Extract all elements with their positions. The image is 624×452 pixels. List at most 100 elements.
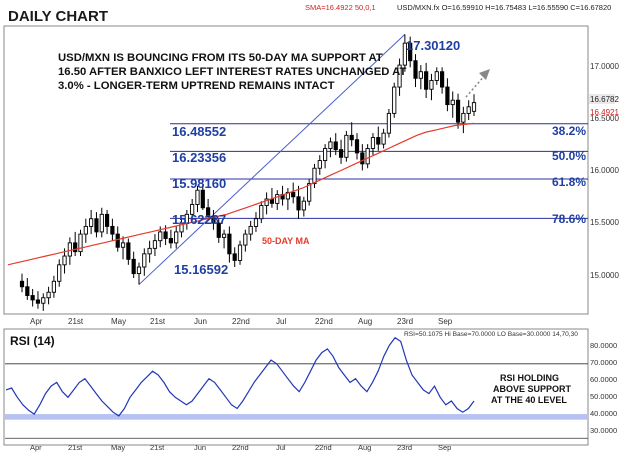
candle-down xyxy=(163,231,168,239)
candle-up xyxy=(434,71,439,81)
rsi-tick-70: 70.0000 xyxy=(590,358,617,367)
high-price-label: 17.30120 xyxy=(406,38,460,53)
rsi-tick-40: 40.0000 xyxy=(590,409,617,418)
candle-up xyxy=(471,102,477,112)
last-price-value: 16.6782 xyxy=(590,95,619,104)
rsi-x-label-sep: Sep xyxy=(438,443,451,452)
rsi-x-label-jul: Jul xyxy=(276,443,286,452)
rsi-tick-50: 50.0000 xyxy=(590,392,617,401)
sma-last-value: 16.4921 xyxy=(590,108,619,117)
candle-up xyxy=(285,191,290,200)
price-tick-155: 15.5000 xyxy=(590,218,619,227)
candle-down xyxy=(354,139,360,154)
candle-up xyxy=(301,200,306,211)
rsi-tick-30: 30.0000 xyxy=(590,426,617,435)
fib-500-pct: 50.0% xyxy=(552,149,586,163)
candle-up xyxy=(365,148,370,165)
rsi-x-label-aug: Aug xyxy=(358,443,371,452)
rsi-tick-60: 60.0000 xyxy=(590,375,617,384)
candle-down xyxy=(115,233,120,248)
candle-down xyxy=(424,71,429,90)
fib-lines xyxy=(170,123,588,219)
rsi-readout: RSI=50.1075 Hi Base=70.0000 LO Base=30.0… xyxy=(404,331,578,338)
candle-down xyxy=(126,242,131,260)
fib-500-value: 16.23356 xyxy=(172,150,226,165)
rsi-x-label-apr: Apr xyxy=(30,443,42,452)
rsi-title: RSI (14) xyxy=(10,334,55,348)
x-label-apr: Apr xyxy=(30,317,43,326)
candle-up xyxy=(237,244,243,261)
candle-up xyxy=(370,137,376,149)
x-label-jun: Jun xyxy=(194,317,207,326)
x-label-22nd-a: 22nd xyxy=(232,317,250,326)
candle-down xyxy=(104,213,110,227)
fib-618-value: 15.98160 xyxy=(172,176,226,191)
candle-down xyxy=(376,137,381,145)
candle-down xyxy=(232,253,237,261)
rsi-tick-80: 80.0000 xyxy=(590,341,617,350)
candle-up xyxy=(152,240,158,249)
candle-down xyxy=(25,286,30,296)
annotation-line-1: USD/MXN IS BOUNCING FROM ITS 50-DAY MA S… xyxy=(58,52,383,64)
ma-line xyxy=(7,122,475,266)
price-tick-165: 16.5000 xyxy=(590,114,619,123)
candle-up xyxy=(317,160,322,169)
candle-down xyxy=(35,299,41,304)
fib-618-pct: 61.8% xyxy=(552,175,586,189)
candle-up xyxy=(450,99,455,106)
ohlc-readout: USD/MXN.fx O=16.59910 H=16.75483 L=16.55… xyxy=(397,3,611,12)
price-panel-frame xyxy=(3,25,589,315)
candle-up xyxy=(429,80,434,90)
candle-down xyxy=(110,225,115,235)
candle-down xyxy=(211,216,216,224)
annotation-line-2: 16.50 AFTER BANXICO LEFT INTEREST RATES … xyxy=(58,66,406,78)
candle-up xyxy=(158,231,163,242)
rsi-panel-frame xyxy=(3,328,589,446)
candle-up xyxy=(89,218,94,227)
candle-down xyxy=(131,258,136,275)
candle-up xyxy=(179,222,184,233)
rsi-x-label-21st-b: 21st xyxy=(150,443,165,452)
ma-label: 50-DAY MA xyxy=(262,236,310,246)
candle-up xyxy=(418,71,423,79)
x-label-21st-b: 21st xyxy=(150,317,166,326)
candle-up xyxy=(57,264,62,282)
candle-up xyxy=(397,64,402,88)
candle-up xyxy=(147,247,152,255)
x-label-23rd: 23rd xyxy=(397,317,413,326)
candle-down xyxy=(291,191,296,198)
candle-up xyxy=(466,106,471,114)
candle-up xyxy=(99,213,104,233)
x-label-sep: Sep xyxy=(438,317,453,326)
rsi-x-label-23rd: 23rd xyxy=(397,443,412,452)
fib-786-pct: 78.6% xyxy=(552,212,586,226)
fib-382-pct: 38.2% xyxy=(552,124,586,138)
candle-up xyxy=(62,255,67,266)
rsi-x-axis: Apr 21st May 21st Jun 22nd Jul 22nd Aug … xyxy=(30,443,451,452)
candle-up xyxy=(120,242,126,248)
candle-up xyxy=(307,183,312,202)
rsi-x-label-jun: Jun xyxy=(194,443,206,452)
candle-up xyxy=(392,86,397,114)
candle-up xyxy=(136,266,142,275)
candle-up xyxy=(344,134,349,158)
fib-786-value: 15.62287 xyxy=(172,212,226,227)
x-label-may: May xyxy=(111,317,126,326)
rsi-line xyxy=(5,336,475,417)
candle-down xyxy=(445,86,450,106)
candle-up xyxy=(78,233,83,253)
candle-up xyxy=(402,42,407,66)
rsi-x-label-22nd-a: 22nd xyxy=(232,443,249,452)
sma-readout: SMA=16.4922 50,0,1 xyxy=(305,3,376,12)
x-label-aug: Aug xyxy=(358,317,372,326)
rsi-x-label-21st-a: 21st xyxy=(68,443,83,452)
annotation-line-3: 3.0% - LONGER-TERM UPTREND REMAINS INTAC… xyxy=(58,80,335,92)
candle-down xyxy=(19,280,25,288)
candle-down xyxy=(360,152,365,165)
candle-up xyxy=(46,291,51,299)
rsi-axis: 80.0000 70.0000 60.0000 50.0000 40.0000 … xyxy=(590,341,617,435)
candles xyxy=(19,34,477,311)
candle-down xyxy=(73,242,78,253)
